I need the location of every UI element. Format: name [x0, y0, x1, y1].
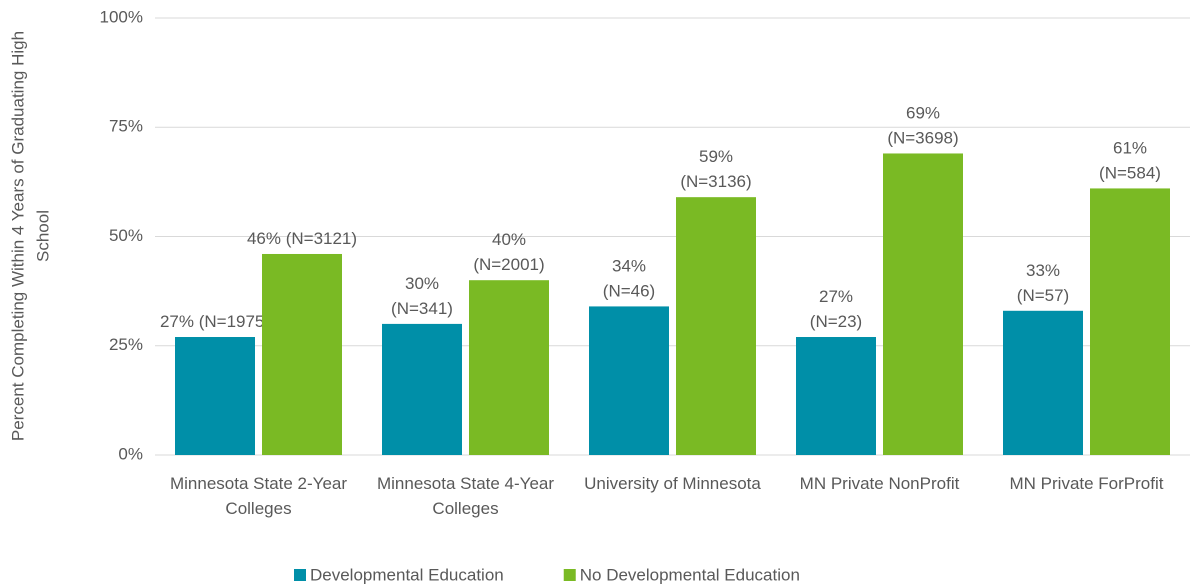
- bar: [469, 280, 549, 455]
- x-tick-label: Minnesota State 2-Year Colleges: [170, 474, 347, 518]
- bar: [1090, 188, 1170, 455]
- y-tick-label: 75%: [109, 117, 143, 136]
- data-label: 59% (N=3136): [680, 148, 751, 192]
- legend-swatch: [294, 569, 306, 581]
- bar: [1003, 310, 1083, 455]
- data-label: 27% (N=23): [810, 287, 862, 331]
- y-tick-label: 100%: [100, 7, 143, 26]
- bar: [589, 306, 669, 455]
- x-tick-label: Minnesota State 4-Year Colleges: [377, 474, 554, 518]
- data-label: 30% (N=341): [391, 274, 453, 318]
- bar: [175, 337, 255, 455]
- legend-label: No Developmental Education: [580, 565, 800, 584]
- y-tick-label: 50%: [109, 226, 143, 245]
- y-tick-label: 0%: [118, 444, 143, 463]
- y-tick-label: 25%: [109, 335, 143, 354]
- data-label: 61% (N=584): [1099, 139, 1161, 183]
- data-label: 46% (N=3121): [247, 229, 357, 248]
- x-tick-label: MN Private ForProfit: [1010, 474, 1164, 493]
- data-label: 33% (N=57): [1017, 261, 1069, 305]
- data-label: 27% (N=1975): [160, 312, 270, 331]
- y-axis-label: Percent Completing Within 4 Years of Gra…: [9, 31, 53, 441]
- data-label: 40% (N=2001): [473, 231, 544, 275]
- legend-swatch: [563, 569, 576, 581]
- bar: [382, 323, 462, 455]
- x-tick-label: University of Minnesota: [584, 474, 761, 493]
- x-tick-label: MN Private NonProfit: [800, 474, 960, 493]
- bar: [262, 253, 342, 455]
- data-label: 34% (N=46): [603, 257, 655, 301]
- bar: [883, 153, 963, 455]
- data-label: 69% (N=3698): [887, 104, 958, 148]
- bar: [796, 337, 876, 455]
- legend-label: Developmental Education: [310, 565, 504, 584]
- bar: [676, 197, 756, 456]
